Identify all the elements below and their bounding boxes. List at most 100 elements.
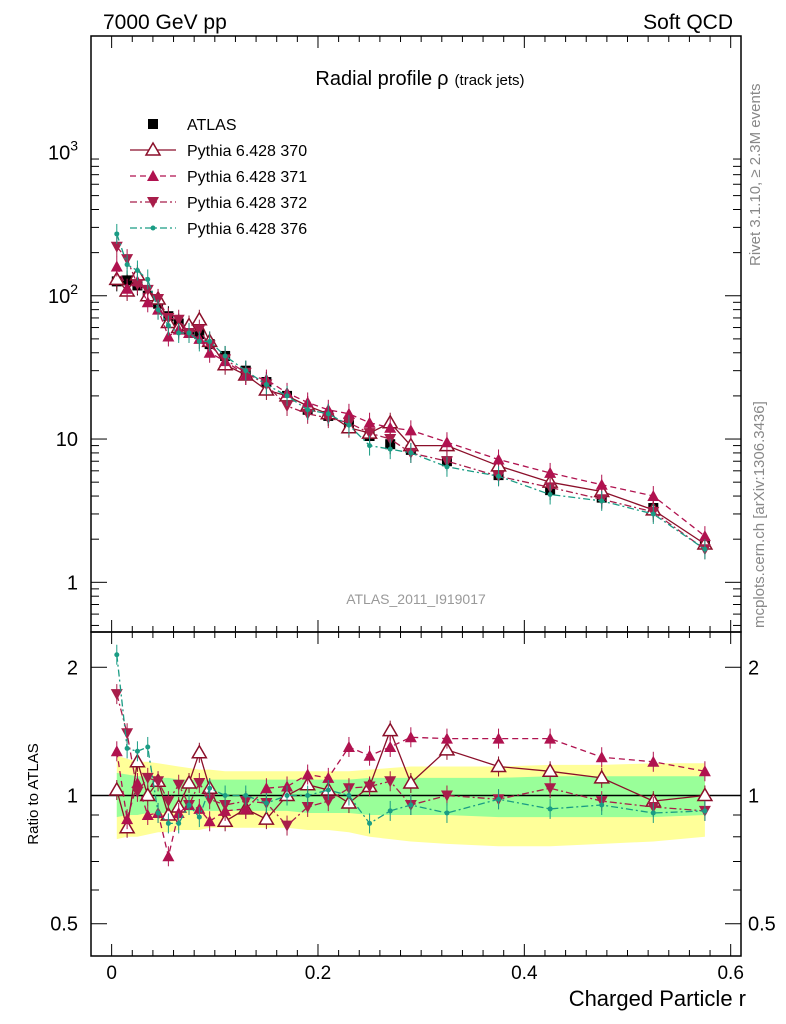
legend-label: Pythia 6.428 376 <box>187 221 307 238</box>
main-series-line <box>116 273 706 545</box>
ratio-data-point <box>342 740 355 752</box>
ratio-y-tick-label: 1 <box>67 786 78 808</box>
main-data-point <box>650 511 656 517</box>
x-tick-label: 0 <box>106 963 117 984</box>
main-series-2 <box>110 256 711 547</box>
main-data-point <box>165 322 171 328</box>
main-data-point <box>114 231 120 237</box>
main-data-point <box>305 407 311 413</box>
main-data-point <box>492 453 505 465</box>
main-data-point <box>367 443 373 449</box>
legend-marker <box>144 141 162 156</box>
ratio-data-point <box>322 771 335 783</box>
ratio-data-point <box>180 774 198 789</box>
ratio-y-tick-label-right: 1 <box>748 786 759 808</box>
ratio-data-point <box>650 810 656 816</box>
ratio-data-point <box>702 808 708 814</box>
ratio-data-point <box>363 749 376 761</box>
main-series-3 <box>110 236 711 560</box>
y-tick-label: 10 <box>56 429 78 451</box>
ratio-data-point <box>145 744 151 750</box>
ratio-data-point <box>346 793 352 799</box>
ratio-data-point <box>647 755 660 767</box>
legend-label: ATLAS <box>187 117 237 134</box>
legend-marker <box>147 197 159 208</box>
main-series-line <box>116 233 706 550</box>
ratio-data-point <box>384 776 397 788</box>
legend-marker <box>147 170 159 181</box>
header-right: Soft QCD <box>643 11 733 34</box>
y-tick-label-base: 10 <box>48 142 70 164</box>
main-data-point <box>284 393 290 399</box>
ratio-data-point <box>496 796 502 802</box>
main-data-point <box>124 262 130 268</box>
ratio-data-point <box>440 790 453 802</box>
ratio-data-point <box>438 741 456 756</box>
chart-title-symbol: ρ <box>437 68 448 90</box>
main-data-point <box>325 411 331 417</box>
main-data-point <box>196 338 202 344</box>
ratio-data-point <box>541 762 559 778</box>
side-label-rivet: Rivet 3.1.10, ≥ 2.3M events <box>747 84 764 267</box>
main-data-point <box>172 314 185 326</box>
legend-entry: Pythia 6.428 376 <box>130 221 307 238</box>
main-data-point <box>145 276 151 282</box>
ratio-data-point <box>408 802 414 808</box>
ratio-plot-area <box>91 644 741 867</box>
ratio-data-point <box>141 772 154 784</box>
ratio-data-point <box>404 731 417 743</box>
x-tick-label: 0.6 <box>717 963 743 984</box>
main-data-point <box>363 416 376 428</box>
main-data-point <box>387 446 393 452</box>
ratio-y-label: Ratio to ATLAS <box>25 743 42 844</box>
ratio-data-point <box>322 796 335 808</box>
legend-label: Pythia 6.428 371 <box>187 169 307 186</box>
main-data-point <box>544 466 557 478</box>
ratio-data-point <box>176 820 182 826</box>
ratio-data-point <box>363 781 376 793</box>
ratio-data-point <box>444 810 450 816</box>
side-label-mcplots: mcplots.cern.ch [arXiv:1306.3436] <box>751 401 768 628</box>
ratio-series-line <box>116 693 705 827</box>
main-data-point <box>152 293 165 305</box>
legend-label: Pythia 6.428 370 <box>187 143 307 160</box>
x-axis-label: Charged Particle r <box>569 986 746 1011</box>
main-data-point <box>281 401 294 413</box>
main-data-point <box>496 473 502 479</box>
x-tick-label: 0.4 <box>511 963 538 984</box>
ratio-data-point <box>544 732 557 744</box>
main-data-point <box>207 338 213 344</box>
y-tick-label: 1 <box>67 572 78 594</box>
ratio-data-point <box>141 808 154 820</box>
ratio-axes: 0.5 0.5 1 1 2 2 <box>50 632 776 956</box>
ratio-series-3 <box>114 644 708 834</box>
y-tick-label: 103 <box>48 137 78 164</box>
ratio-data-point <box>490 757 507 773</box>
main-data-point <box>141 296 154 308</box>
ratio-data-point <box>440 732 453 744</box>
ratio-data-point <box>325 787 331 793</box>
chart-title-text: Radial profile <box>315 68 432 90</box>
ratio-y-tick-label-right: 2 <box>748 657 759 679</box>
legend-marker <box>150 225 156 231</box>
y-tick-label-base: 10 <box>48 286 70 308</box>
ratio-data-point <box>258 810 275 825</box>
ratio-data-point <box>281 820 294 832</box>
ratio-data-point <box>696 787 714 802</box>
ratio-data-point <box>492 732 505 744</box>
ratio-data-point <box>384 740 397 752</box>
ratio-data-point <box>305 793 311 799</box>
legend-entry: ATLAS <box>148 117 237 134</box>
main-data-point <box>404 424 417 436</box>
main-series-4 <box>114 223 708 560</box>
ratio-data-point <box>593 769 611 784</box>
watermark: ATLAS_2011_I919017 <box>346 591 486 607</box>
ratio-data-point <box>121 728 134 740</box>
ratio-data-point <box>152 776 165 788</box>
ratio-frame <box>90 631 742 957</box>
ratio-data-point <box>110 745 123 757</box>
legend: ATLAS Pythia 6.428 370 Pythia 6.428 371 Pyt… <box>130 117 307 238</box>
ratio-data-point <box>381 722 399 737</box>
